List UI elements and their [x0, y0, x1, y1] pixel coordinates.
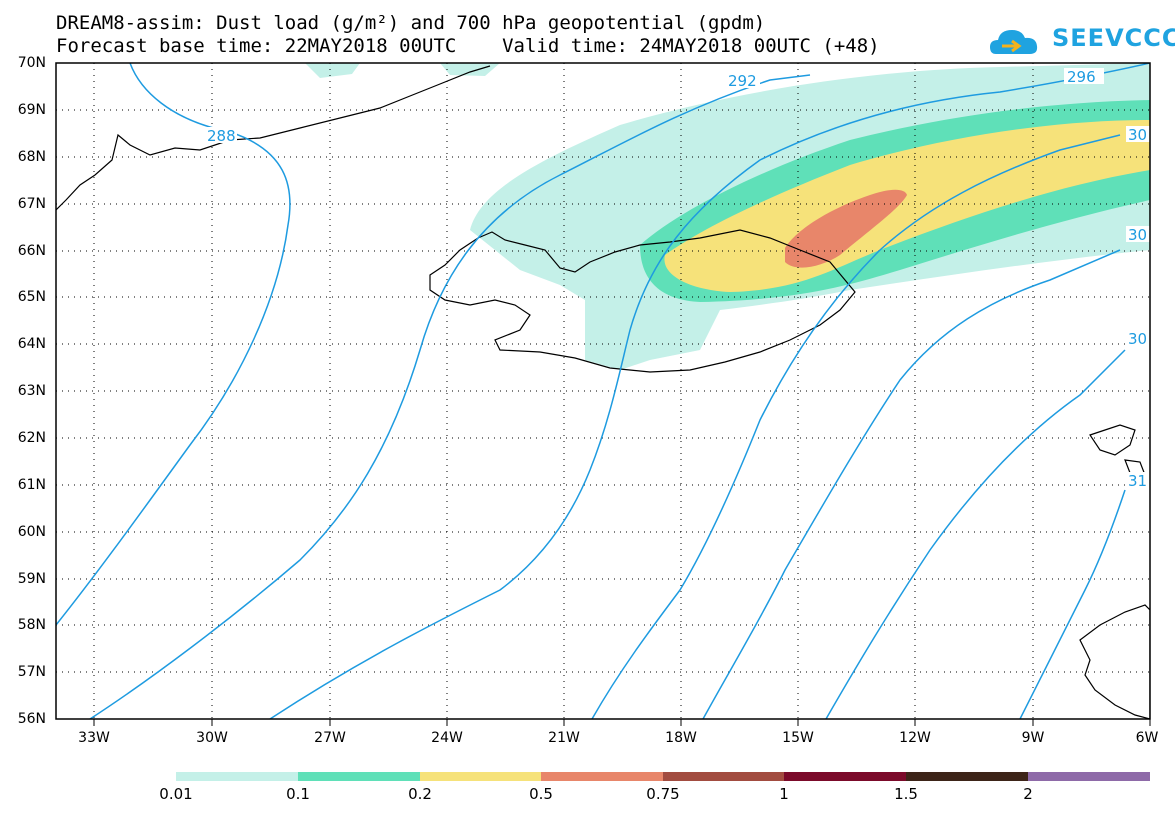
contour-label-304: 30	[1128, 226, 1147, 244]
colorbar-label: 0.1	[286, 785, 310, 803]
colorbar-swatch-7	[1028, 772, 1150, 781]
colorbar-label: 0.5	[529, 785, 553, 803]
lon-label: 24W	[431, 730, 463, 746]
contour-288	[56, 63, 291, 626]
logo-text: SEEVCCC	[1052, 24, 1175, 52]
axis-ticks	[93, 719, 1151, 726]
contour-label-308: 30	[1128, 330, 1147, 348]
contour-label-300: 30	[1128, 126, 1147, 144]
contour-label-296: 296	[1067, 68, 1096, 86]
lon-label: 30W	[196, 730, 228, 746]
lat-label: 58N	[17, 617, 46, 633]
map-title-line1: DREAM8-assim: Dust load (g/m²) and 700 h…	[56, 12, 766, 34]
contour-300	[591, 134, 1121, 719]
map-title-line2: Forecast base time: 22MAY2018 00UTC Vali…	[56, 35, 880, 57]
colorbar-label: 0.01	[159, 785, 193, 803]
colorbar-swatch-1	[298, 772, 420, 781]
graticule	[56, 63, 1150, 719]
iceland-coast	[429, 229, 856, 373]
lat-label: 60N	[17, 524, 46, 540]
lat-label: 61N	[17, 477, 46, 493]
map-frame	[55, 62, 1151, 720]
colorbar	[176, 772, 1150, 781]
lon-label: 33W	[78, 730, 110, 746]
geopotential-contours	[56, 63, 1150, 719]
colorbar-label: 1.5	[894, 785, 918, 803]
contour-label-312: 31	[1128, 472, 1147, 490]
colorbar-swatch-0	[176, 772, 298, 781]
lon-label: 18W	[665, 730, 697, 746]
colorbar-label: 0.75	[646, 785, 680, 803]
lon-label: 27W	[314, 730, 346, 746]
contour-296	[269, 63, 1150, 719]
lon-label: 9W	[1021, 730, 1045, 746]
lon-label: 6W	[1135, 730, 1159, 746]
colorbar-swatch-2	[420, 772, 541, 781]
greenland-coast	[56, 65, 491, 211]
contour-304	[702, 249, 1121, 719]
colorbar-swatch-5	[784, 772, 906, 781]
lat-label: 68N	[17, 149, 46, 165]
lon-label: 12W	[899, 730, 931, 746]
colorbar-label: 2	[1023, 785, 1033, 803]
seevccc-cloud-logo-icon	[990, 30, 1038, 54]
lon-label: 15W	[782, 730, 814, 746]
colorbar-label: 1	[779, 785, 789, 803]
lat-label: 56N	[17, 711, 46, 727]
lat-label: 64N	[17, 336, 46, 352]
colorbar-label: 0.2	[408, 785, 432, 803]
lat-label: 57N	[17, 664, 46, 680]
lat-label: 70N	[17, 55, 46, 71]
contour-label-292: 292	[728, 72, 757, 90]
lat-label: 67N	[17, 196, 46, 212]
lon-label: 21W	[548, 730, 580, 746]
dust-area-0.5	[785, 189, 907, 268]
contour-308	[825, 349, 1126, 719]
lat-label: 62N	[17, 430, 46, 446]
contour-312	[1019, 489, 1126, 719]
colorbar-swatch-6	[906, 772, 1028, 781]
lat-label: 69N	[17, 102, 46, 118]
lat-label: 66N	[17, 243, 46, 259]
lat-label: 65N	[17, 289, 46, 305]
scotland-coast	[1079, 604, 1150, 719]
faroe-islands-coast	[1089, 424, 1146, 479]
lat-label: 63N	[17, 383, 46, 399]
contour-label-288: 288	[207, 127, 236, 145]
contour-labels: 288 292 296 30 30 30 31	[205, 68, 1150, 490]
colorbar-swatch-3	[541, 772, 663, 781]
colorbar-swatch-4	[663, 772, 784, 781]
contour-292	[89, 74, 811, 719]
lat-label: 59N	[17, 571, 46, 587]
coastline	[56, 65, 1150, 719]
